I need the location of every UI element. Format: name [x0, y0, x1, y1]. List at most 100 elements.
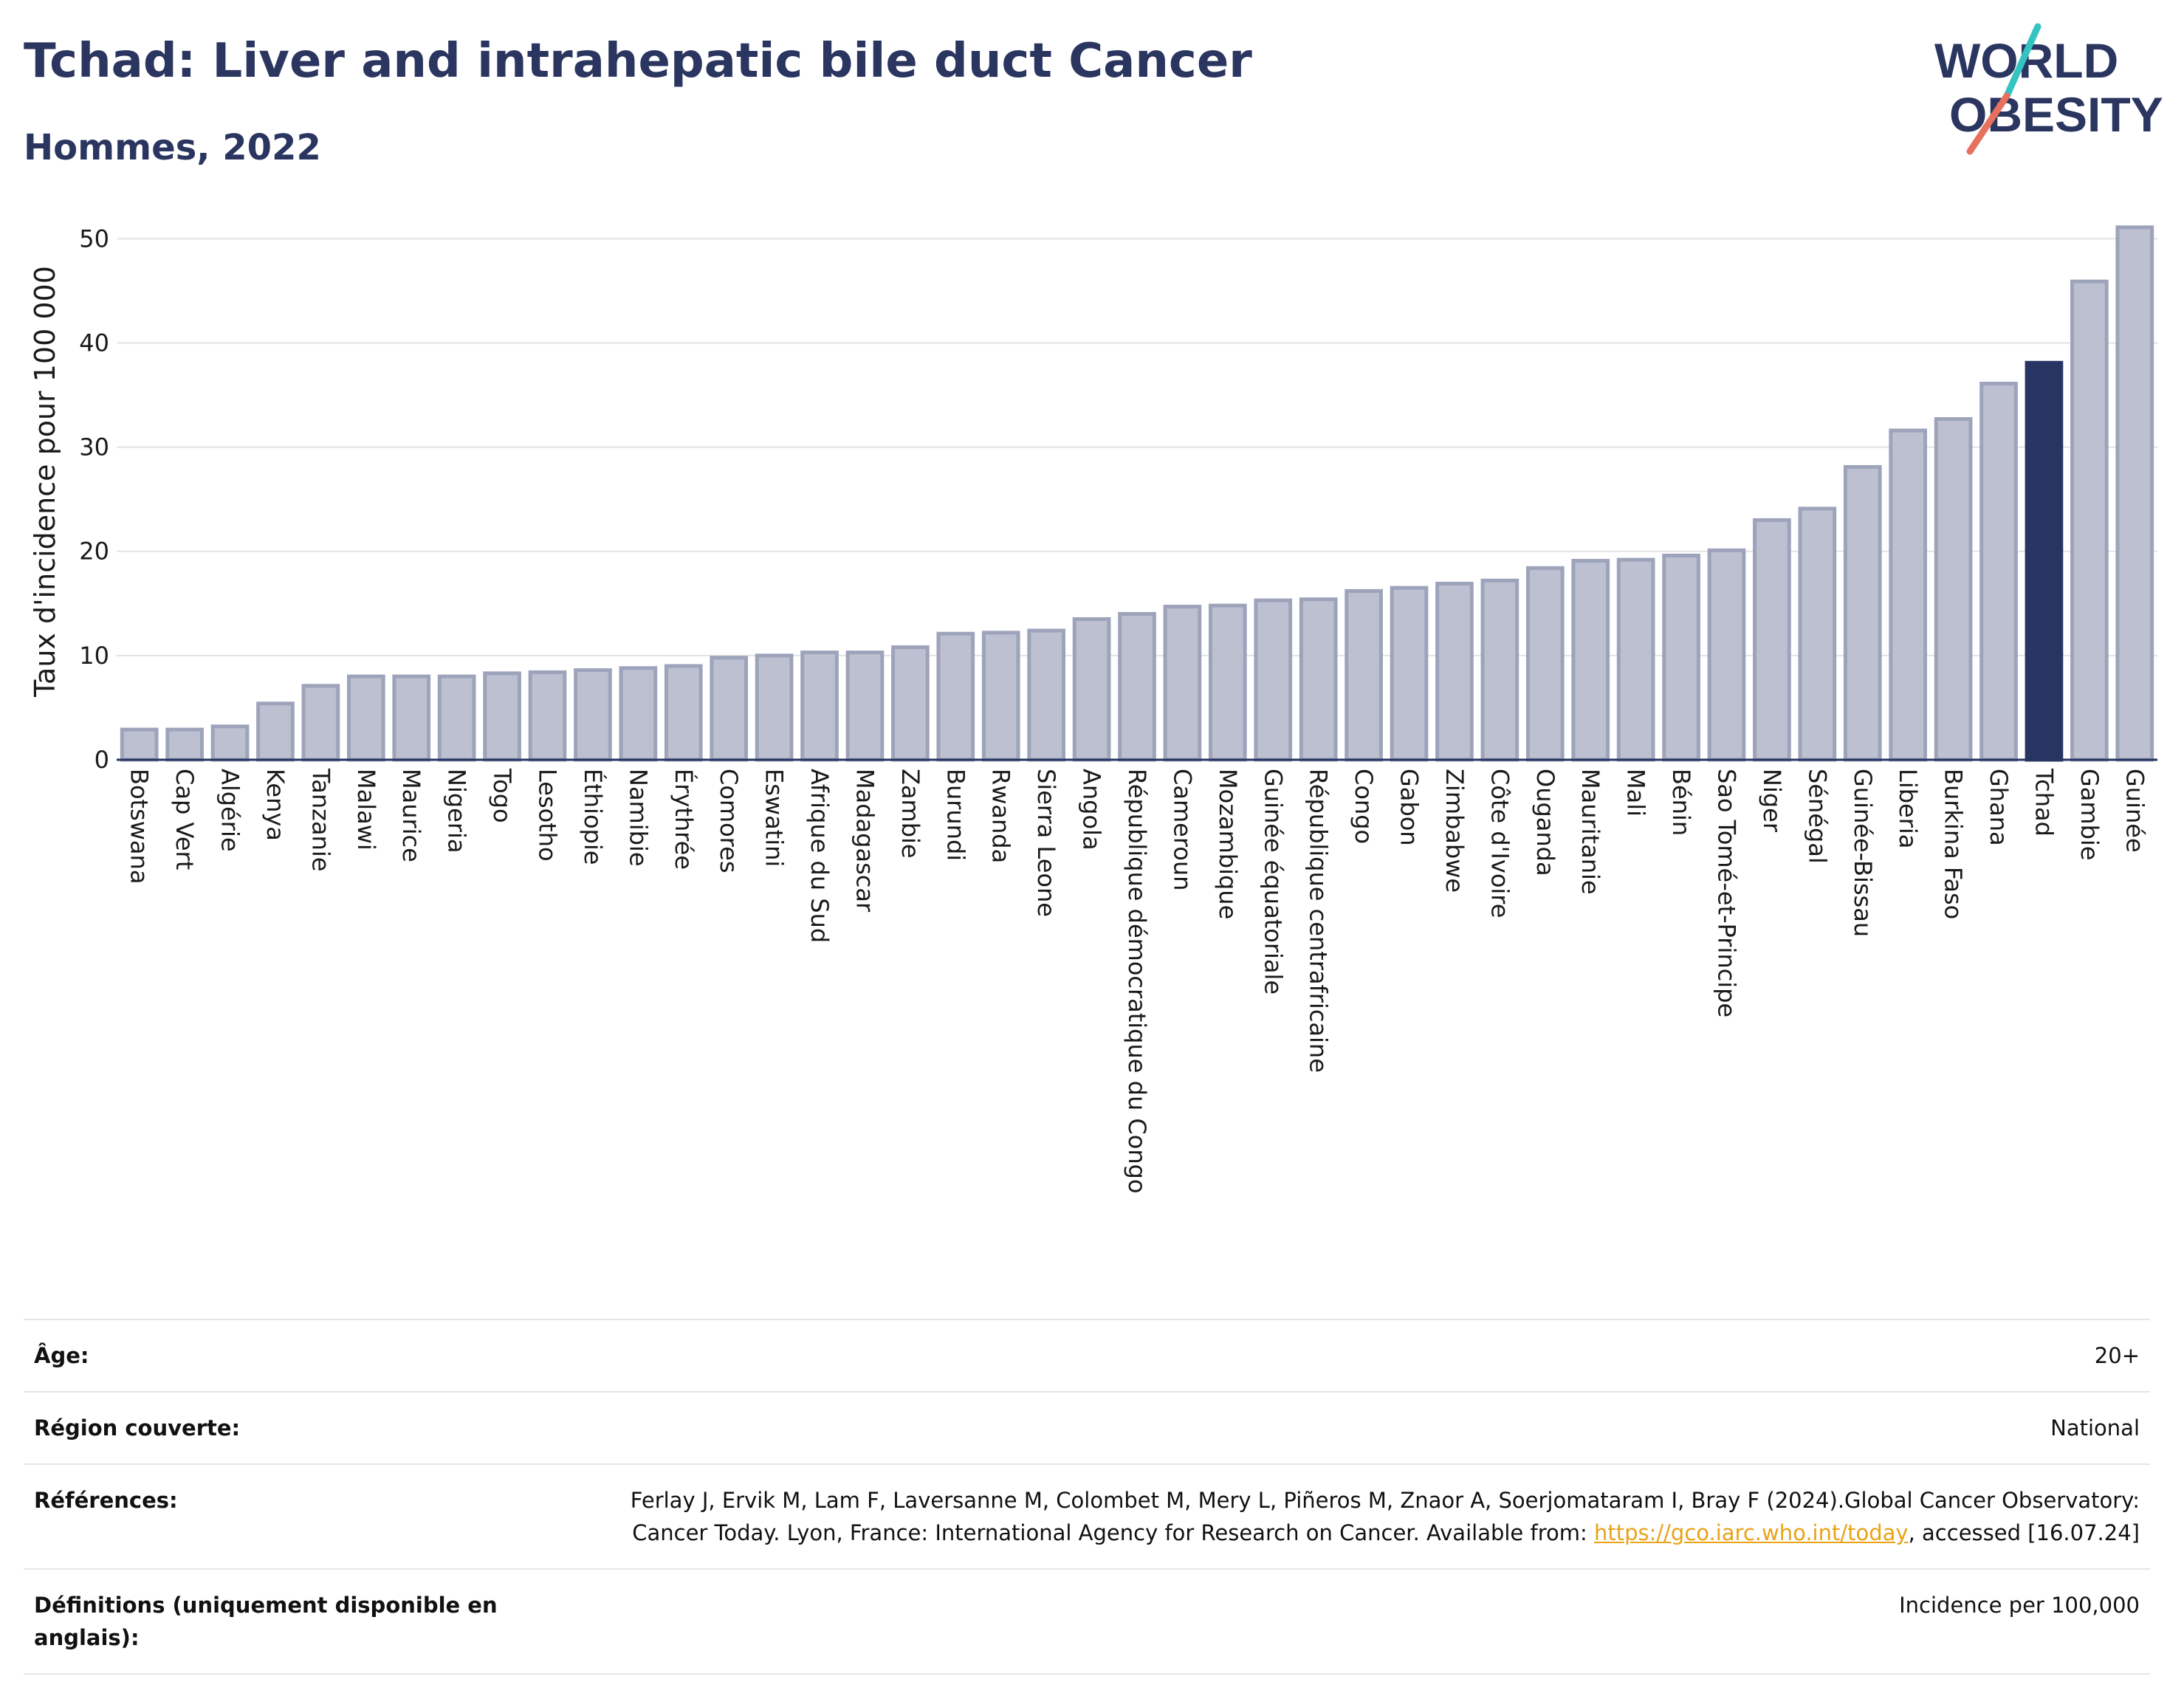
world-obesity-logo: WORLD OBESITY [1934, 23, 2163, 155]
bar [1843, 464, 1882, 762]
bar [1299, 597, 1338, 762]
x-category-label: Eswatini [760, 769, 789, 867]
bar [845, 650, 885, 762]
y-tick-label: 50 [79, 224, 109, 253]
definitions-value: Incidence per 100,000 [1899, 1593, 2140, 1618]
info-table: Âge: 20+ Région couverte: National Référ… [24, 1319, 2150, 1675]
x-category-label: Mauritanie [1576, 769, 1604, 895]
bar-highlighted [2025, 360, 2064, 762]
bar [1072, 617, 1111, 762]
bar [256, 701, 295, 762]
y-tick-label: 30 [79, 433, 109, 461]
logo-slash-coral [1966, 92, 2010, 155]
x-category-label: Ouganda [1531, 769, 1559, 876]
x-category-label: République centrafricaine [1305, 769, 1333, 1073]
region-label: Région couverte: [34, 1415, 241, 1441]
x-category-label: Gabon [1395, 769, 1424, 846]
bar [483, 671, 521, 762]
x-category-label: Érythrée [670, 769, 698, 870]
x-category-label: Zimbabwe [1440, 769, 1469, 893]
bar [936, 631, 975, 762]
bar [1118, 611, 1156, 762]
region-value: National [2050, 1415, 2140, 1441]
x-category-label: Niger [1758, 769, 1786, 833]
bar [1979, 382, 2018, 762]
x-category-labels: Botswana Cap Vert Algérie Kenya Tanzanie Mala… [126, 768, 2149, 1193]
bar [1390, 586, 1429, 762]
info-row-region: Région couverte: National [24, 1391, 2150, 1463]
bar [165, 727, 204, 762]
y-tick-labels: 0 10 20 30 40 50 [79, 224, 109, 774]
x-category-label: Kenya [261, 769, 289, 841]
x-category-label: Cameroun [1168, 769, 1196, 890]
bar-chart: 0 10 20 30 40 50 Botswana Cap Vert Algérie Kenya… [29, 224, 2157, 1193]
x-category-label: Congo [1350, 769, 1378, 844]
references-tail: , accessed [16.07.24] [1908, 1520, 2140, 1545]
y-tick-label: 20 [79, 538, 109, 566]
x-category-label: Cap Vert [171, 769, 199, 870]
x-category-label: Angola [1078, 769, 1106, 851]
x-category-label: République démocratique du Congo [1123, 769, 1151, 1193]
x-category-label: Liberia [1894, 769, 1922, 848]
references-link[interactable]: https://gco.iarc.who.int/today [1593, 1520, 1909, 1545]
bar [2070, 279, 2109, 762]
x-category-label: Guinée [2121, 769, 2149, 853]
x-category-label: Botswana [126, 769, 154, 884]
x-category-label: Lesotho [534, 769, 562, 862]
x-category-label: Rwanda [987, 769, 1015, 863]
info-row-definitions: Définitions (uniquement disponible en an… [24, 1568, 2150, 1675]
x-category-label: Guinée-Bissau [1849, 769, 1877, 937]
x-category-label: Bénin [1667, 769, 1695, 836]
bar [574, 668, 612, 762]
bar [1163, 605, 1202, 762]
bar [1753, 518, 1791, 762]
logo-slash-teal [2003, 23, 2042, 100]
bar [1435, 581, 1474, 762]
definitions-label: Définitions (uniquement disponible en an… [34, 1593, 498, 1650]
x-category-label: Éthiopie [579, 769, 607, 865]
x-category-label: Mali [1622, 769, 1650, 817]
y-tick-label: 0 [95, 746, 109, 774]
x-category-label: Afrique du Sud [806, 769, 834, 943]
bar [710, 656, 749, 762]
bar [1889, 428, 1928, 762]
x-category-label: Burundi [941, 769, 969, 861]
bar [1525, 566, 1565, 762]
x-category-label: Namibie [624, 769, 652, 867]
info-row-references: Références: Ferlay J, Ervik M, Lam F, La… [24, 1463, 2150, 1568]
info-row-age: Âge: 20+ [24, 1319, 2150, 1391]
x-category-label: Guinée équatoriale [1259, 769, 1287, 995]
bar [2115, 225, 2154, 762]
x-category-label: Nigeria [443, 769, 471, 853]
bar [800, 650, 839, 762]
bar [346, 674, 385, 762]
bar [301, 684, 340, 762]
references-label: Références: [34, 1488, 178, 1513]
x-category-label: Tchad [2030, 768, 2058, 837]
y-tick-label: 10 [79, 642, 109, 670]
bar [1707, 548, 1746, 762]
y-tick-label: 40 [79, 329, 109, 357]
age-label: Âge: [34, 1343, 89, 1368]
bar [1934, 416, 1973, 762]
y-axis-title: Taux d'incidence pour 100 000 [29, 266, 61, 698]
x-category-label: Algérie [216, 769, 244, 852]
x-category-label: Gambie [2075, 769, 2104, 860]
bar [1571, 558, 1610, 762]
x-category-label: Malawi [352, 769, 380, 851]
references-value: Ferlay J, Ervik M, Lam F, Laversanne M, … [552, 1484, 2140, 1549]
bar [528, 670, 567, 762]
bar [981, 631, 1020, 762]
bars [120, 225, 2154, 762]
bar [1254, 598, 1293, 762]
x-category-label: Maurice [397, 769, 425, 862]
x-category-label: Comores [715, 769, 743, 873]
bar [619, 666, 658, 762]
bar [210, 724, 250, 762]
x-category-label: Tanzanie [306, 768, 334, 871]
chart-subtitle: Hommes, 2022 [24, 127, 321, 168]
x-category-label: Madagascar [851, 769, 879, 913]
age-value: 20+ [2094, 1343, 2140, 1368]
chart-title: Tchad: Liver and intrahepatic bile duct … [24, 34, 1252, 89]
x-category-label: Togo [488, 768, 516, 823]
